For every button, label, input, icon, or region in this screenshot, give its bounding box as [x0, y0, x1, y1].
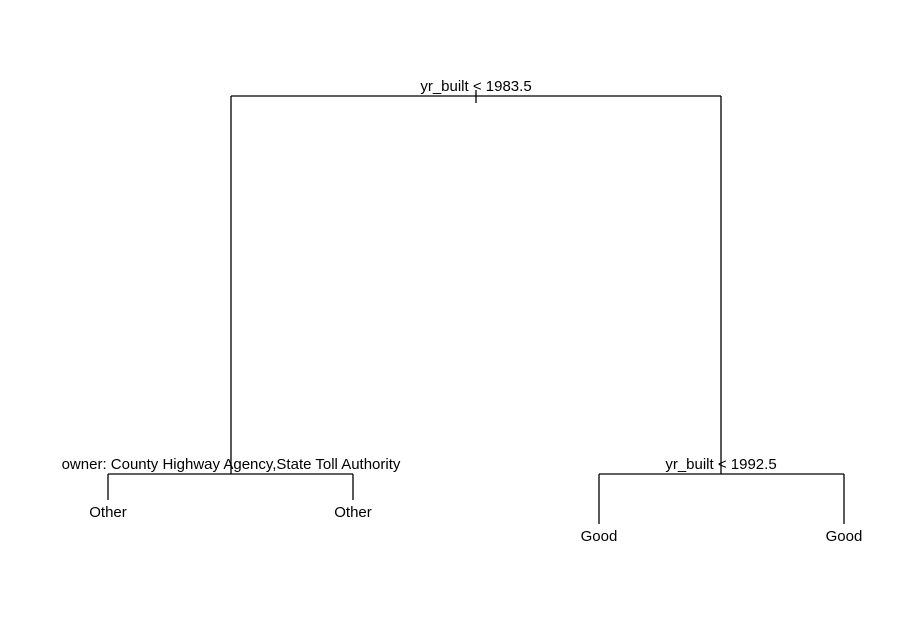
left-node-split-label: owner: County Highway Agency,State Toll … [62, 456, 401, 473]
leaf-label-left-right: Other [334, 504, 372, 521]
root-split-label: yr_built < 1983.5 [420, 78, 531, 95]
leaf-label-right-right: Good [826, 528, 863, 545]
right-node-split-label: yr_built < 1992.5 [665, 456, 776, 473]
leaf-label-left-left: Other [89, 504, 127, 521]
leaf-label-right-left: Good [581, 528, 618, 545]
